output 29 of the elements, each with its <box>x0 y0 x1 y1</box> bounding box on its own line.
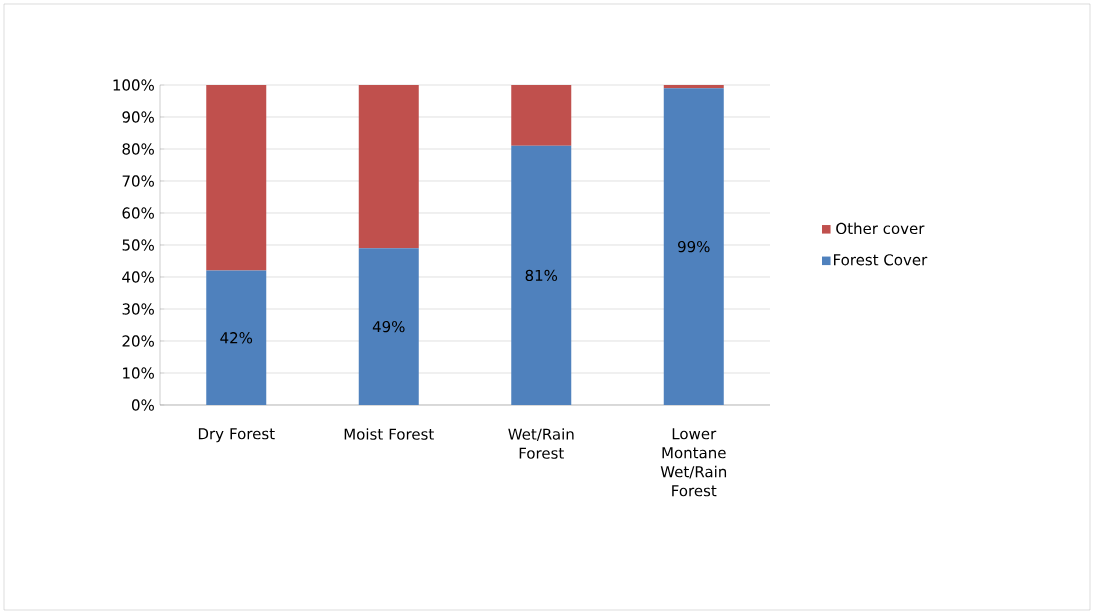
bar <box>206 270 267 405</box>
bar <box>511 145 572 405</box>
bar <box>511 85 572 146</box>
bar <box>206 85 267 271</box>
y-tick-label: 30% <box>122 303 154 315</box>
bar <box>663 85 724 89</box>
bar <box>358 85 419 249</box>
y-tick-label: 90% <box>122 111 154 123</box>
legend-label: Forest Cover <box>834 254 928 266</box>
y-tick-label: 0% <box>132 399 154 411</box>
y-tick-label: 80% <box>122 143 154 155</box>
legend-label: Other cover <box>836 222 925 235</box>
data-label: 99% <box>678 240 710 253</box>
data-label: 42% <box>220 332 253 344</box>
y-tick-label: 60% <box>122 207 154 219</box>
x-tick-label: Dry Forest <box>198 428 275 443</box>
x-tick-label: Lower Montane Wet/Rain Forest <box>660 428 727 497</box>
y-tick-label: 70% <box>122 175 154 187</box>
y-tick-label: 100% <box>113 79 154 91</box>
x-tick-label: Moist Forest <box>344 428 434 440</box>
x-tick-label: Wet/Rain Forest <box>508 428 574 459</box>
y-tick-label: 50% <box>122 239 154 251</box>
data-label: 81% <box>525 269 558 282</box>
y-tick-label: 20% <box>122 335 154 347</box>
y-tick-label: 10% <box>123 367 154 379</box>
y-tick-label: 40% <box>122 271 154 283</box>
data-label: 49% <box>372 320 405 333</box>
bar <box>358 248 419 405</box>
bar <box>663 88 724 405</box>
